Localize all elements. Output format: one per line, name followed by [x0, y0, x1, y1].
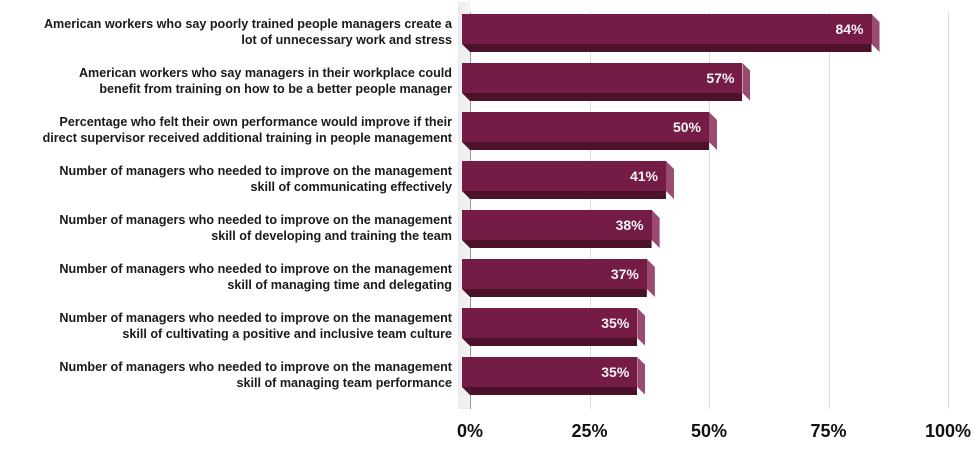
category-label-line1: Number of managers who needed to improve… [59, 164, 452, 178]
x-tick-label: 100% [924, 421, 972, 441]
bar-side-face [709, 112, 717, 150]
bar-side-face [651, 210, 660, 248]
bar: 35% [462, 357, 646, 395]
category-label: Number of managers who needed to improve… [12, 163, 452, 195]
category-label-line2: direct supervisor received additional tr… [42, 131, 452, 145]
category-label-line1: Percentage who felt their own performanc… [59, 115, 452, 129]
category-label-line2: lot of unnecessary work and stress [241, 33, 452, 47]
category-label-line2: skill of developing and training the tea… [211, 229, 452, 243]
x-tick-label: 50% [690, 421, 728, 441]
category-label-line1: American workers who say poorly trained … [43, 17, 452, 31]
bar-front-face [462, 210, 652, 240]
bar-bottom-face [462, 191, 666, 199]
bar-side-face [646, 259, 655, 297]
x-tick-label: 25% [571, 421, 608, 441]
category-label: Number of managers who needed to improve… [12, 261, 452, 293]
category-label: Number of managers who needed to improve… [12, 212, 452, 244]
bar: 57% [462, 63, 751, 101]
bar-front-face [462, 112, 709, 142]
category-label-line2: skill of managing time and delegating [227, 278, 452, 292]
chart-left-wall [458, 2, 470, 409]
bar-front-face [462, 63, 743, 93]
category-label: Number of managers who needed to improve… [12, 310, 452, 342]
category-label-line1: American workers who say managers in the… [78, 66, 452, 80]
bar: 37% [462, 259, 655, 297]
category-label-line2: skill of managing team performance [236, 376, 452, 390]
category-label: American workers who say poorly trained … [12, 16, 452, 48]
bar: 35% [462, 308, 646, 346]
gridline [709, 12, 710, 409]
bar-value-label: 38% [615, 217, 644, 233]
bar-bottom-face [462, 44, 872, 52]
bar-side-face [637, 308, 646, 346]
x-tick-label: 75% [810, 421, 847, 441]
category-label-line2: skill of cultivating a positive and incl… [122, 327, 452, 341]
bar-front-face [462, 161, 666, 191]
bar-value-label: 41% [629, 168, 658, 184]
bar-value-label: 35% [601, 364, 630, 380]
x-tick-label: 0% [456, 421, 484, 441]
bar-front-face [462, 357, 638, 387]
bar-side-face [665, 161, 674, 199]
bar-bottom-face [462, 338, 638, 346]
bar-value-label: 57% [706, 70, 735, 86]
category-label-line1: Number of managers who needed to improve… [59, 360, 452, 374]
bar-side-face [871, 14, 880, 52]
bar-front-face [462, 259, 647, 289]
bar-bottom-face [462, 240, 652, 248]
category-label-line2: skill of communicating effectively [250, 180, 452, 194]
bar: 38% [462, 210, 660, 248]
bar-bottom-face [462, 142, 709, 150]
bar-bottom-face [462, 93, 743, 101]
category-label-line2: benefit from training on how to be a bet… [99, 82, 452, 96]
bar-front-face [462, 308, 638, 338]
bar-bottom-face [462, 289, 647, 297]
bar-front-face [462, 14, 872, 44]
category-label-line1: Number of managers who needed to improve… [59, 213, 452, 227]
bar-side-face [637, 357, 646, 395]
bar: 84% [462, 14, 880, 52]
bar: 41% [462, 161, 674, 199]
bar-value-label: 37% [610, 266, 639, 282]
bar-value-label: 50% [672, 119, 701, 135]
bar: 50% [462, 112, 717, 150]
bar-value-label: 35% [601, 315, 630, 331]
gridline [948, 12, 949, 409]
category-label-line1: Number of managers who needed to improve… [59, 311, 452, 325]
category-label: Number of managers who needed to improve… [12, 359, 452, 391]
bar-value-label: 84% [835, 21, 864, 37]
gridline [828, 12, 830, 409]
bar-side-face [742, 63, 751, 101]
category-label: Percentage who felt their own performanc… [12, 114, 452, 146]
category-label-line1: Number of managers who needed to improve… [59, 262, 452, 276]
bar-bottom-face [462, 387, 638, 395]
category-label: American workers who say managers in the… [12, 65, 452, 97]
